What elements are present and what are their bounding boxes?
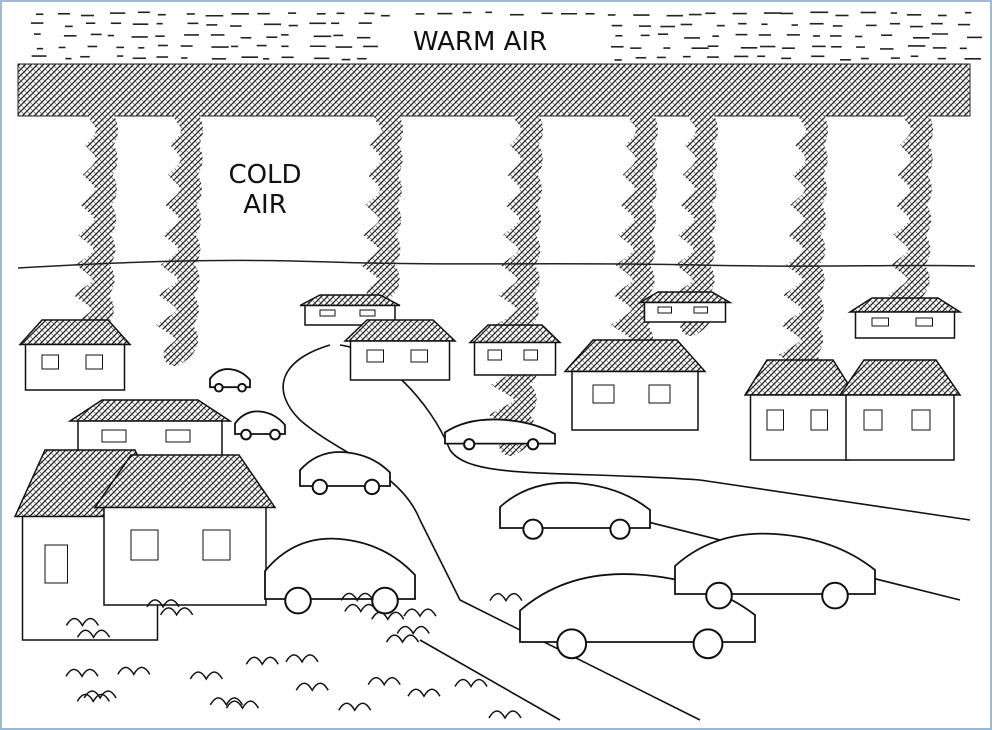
wall bbox=[645, 303, 726, 323]
warm-air-label: WARM AIR bbox=[413, 27, 547, 57]
wall bbox=[475, 343, 556, 376]
wheel bbox=[270, 430, 280, 440]
wheel bbox=[464, 439, 474, 449]
plume bbox=[175, 115, 193, 355]
plume bbox=[378, 115, 393, 295]
wheel bbox=[610, 520, 629, 539]
wheel bbox=[313, 480, 327, 494]
cold-air-label: COLD bbox=[228, 160, 301, 190]
wheel bbox=[365, 480, 379, 494]
wall bbox=[751, 395, 850, 460]
wall bbox=[351, 341, 450, 380]
cold-air-label: AIR bbox=[243, 190, 287, 220]
wall bbox=[26, 345, 125, 391]
wheel bbox=[557, 629, 586, 658]
wheel bbox=[694, 629, 723, 658]
wall bbox=[572, 372, 698, 431]
wheel bbox=[238, 384, 246, 392]
wall bbox=[856, 312, 955, 338]
wheel bbox=[285, 588, 311, 614]
inversion-illustration: WARM AIR COLD AIR bbox=[0, 0, 992, 730]
wheel bbox=[822, 583, 848, 609]
wheel bbox=[215, 384, 223, 392]
wheel bbox=[241, 430, 251, 440]
wheel bbox=[528, 439, 538, 449]
wheel bbox=[706, 583, 732, 609]
wheel bbox=[523, 520, 542, 539]
wall bbox=[104, 508, 266, 606]
wall bbox=[846, 395, 954, 460]
inversion-layer bbox=[18, 64, 970, 116]
